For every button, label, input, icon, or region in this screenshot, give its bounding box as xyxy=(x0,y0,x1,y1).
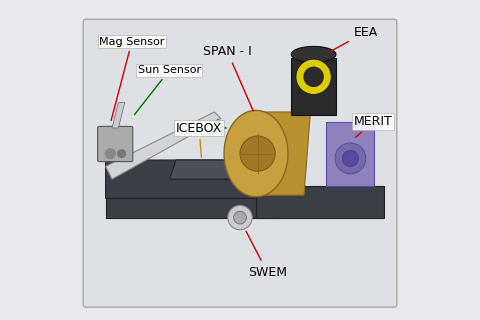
Polygon shape xyxy=(256,112,311,195)
Circle shape xyxy=(335,143,366,174)
Polygon shape xyxy=(112,102,125,128)
Polygon shape xyxy=(326,122,374,186)
FancyBboxPatch shape xyxy=(83,19,397,307)
Circle shape xyxy=(106,149,115,158)
Circle shape xyxy=(296,59,331,94)
Polygon shape xyxy=(291,46,336,62)
Circle shape xyxy=(118,150,125,157)
Text: EEA: EEA xyxy=(330,26,378,52)
Circle shape xyxy=(240,136,275,171)
Circle shape xyxy=(234,211,246,224)
Text: SPAN - I: SPAN - I xyxy=(203,45,253,111)
Text: ICEBOX: ICEBOX xyxy=(176,122,222,157)
Circle shape xyxy=(303,67,324,87)
Polygon shape xyxy=(106,198,278,218)
Polygon shape xyxy=(169,160,246,179)
Text: Sun Sensor: Sun Sensor xyxy=(134,65,201,115)
Polygon shape xyxy=(224,110,288,197)
Polygon shape xyxy=(256,186,384,218)
Text: Mag Sensor: Mag Sensor xyxy=(99,36,165,121)
FancyBboxPatch shape xyxy=(97,126,133,162)
Text: MERIT: MERIT xyxy=(354,115,392,137)
Polygon shape xyxy=(106,112,221,179)
Circle shape xyxy=(228,205,252,230)
Text: SWEM: SWEM xyxy=(246,231,287,278)
Polygon shape xyxy=(106,160,278,198)
Polygon shape xyxy=(291,58,336,115)
Circle shape xyxy=(342,150,359,166)
